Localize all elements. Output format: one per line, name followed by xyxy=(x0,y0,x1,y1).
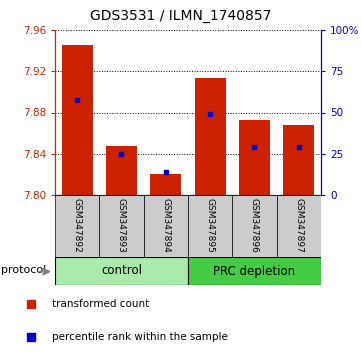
Text: GDS3531 / ILMN_1740857: GDS3531 / ILMN_1740857 xyxy=(90,9,271,23)
Bar xyxy=(283,125,314,195)
Bar xyxy=(144,195,188,257)
Text: PRC depletion: PRC depletion xyxy=(213,264,296,278)
Text: GSM347893: GSM347893 xyxy=(117,198,126,253)
Text: GSM347895: GSM347895 xyxy=(206,198,215,253)
Bar xyxy=(188,195,232,257)
Bar xyxy=(62,45,93,195)
Text: control: control xyxy=(101,264,142,278)
Bar xyxy=(188,257,321,285)
Bar xyxy=(150,175,181,195)
Bar xyxy=(55,257,188,285)
Text: GSM347892: GSM347892 xyxy=(73,198,82,253)
Text: GSM347896: GSM347896 xyxy=(250,198,259,253)
Bar xyxy=(55,195,99,257)
Text: percentile rank within the sample: percentile rank within the sample xyxy=(52,332,228,342)
Text: GSM347894: GSM347894 xyxy=(161,198,170,253)
Bar xyxy=(195,79,226,195)
Bar xyxy=(99,195,144,257)
Bar xyxy=(277,195,321,257)
Text: transformed count: transformed count xyxy=(52,299,149,309)
Text: protocol: protocol xyxy=(1,264,46,275)
Bar xyxy=(239,120,270,195)
Bar xyxy=(232,195,277,257)
Text: GSM347897: GSM347897 xyxy=(294,198,303,253)
Bar xyxy=(106,145,137,195)
